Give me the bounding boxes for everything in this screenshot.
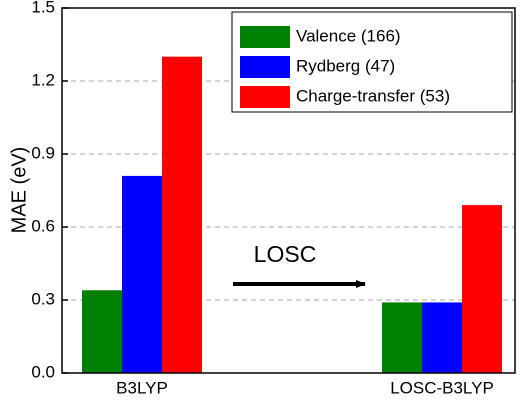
legend-swatch bbox=[240, 86, 290, 108]
legend-swatch bbox=[240, 26, 290, 48]
y-tick-label: 1.2 bbox=[31, 70, 55, 89]
bars bbox=[82, 56, 502, 374]
y-tick-label: 1.5 bbox=[31, 0, 55, 16]
annotation: LOSC bbox=[254, 241, 317, 267]
bar bbox=[462, 205, 502, 373]
y-tick-label: 0.9 bbox=[31, 143, 55, 162]
legend-swatch bbox=[240, 56, 290, 78]
legend: Valence (166) Rydberg (47) Charge-transfer… bbox=[231, 11, 513, 113]
y-tick-label: 0.6 bbox=[31, 216, 55, 235]
legend-label: Rydberg (47) bbox=[296, 56, 395, 75]
bar bbox=[422, 302, 462, 373]
bar bbox=[82, 290, 122, 373]
bar bbox=[162, 56, 202, 374]
x-tick-label: B3LYP bbox=[116, 378, 168, 397]
y-tick-label: 0.0 bbox=[31, 362, 55, 381]
bar bbox=[382, 302, 422, 373]
bar bbox=[122, 175, 162, 373]
y-axis-label: MAE (eV) bbox=[8, 147, 30, 234]
x-tick-label: LOSC-B3LYP bbox=[390, 378, 494, 397]
plot-frame bbox=[61, 7, 516, 374]
legend-label: Charge-transfer (53) bbox=[296, 86, 450, 105]
y-tick-label: 0.3 bbox=[31, 289, 55, 308]
legend-label: Valence (166) bbox=[296, 26, 401, 45]
